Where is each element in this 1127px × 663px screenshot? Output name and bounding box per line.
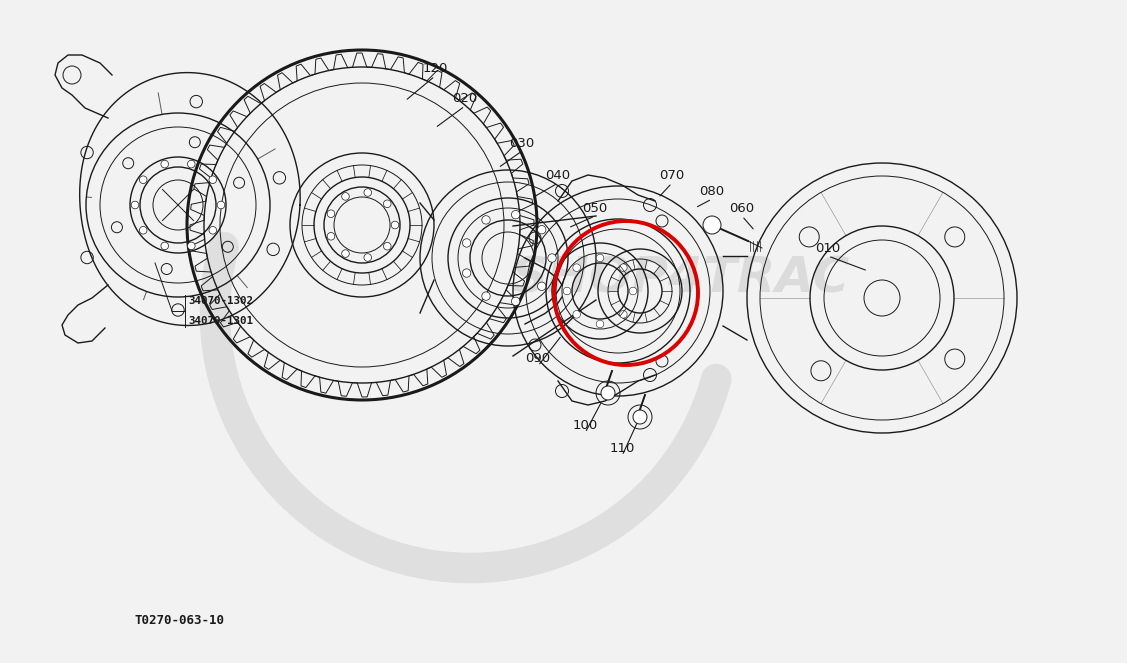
Circle shape [187,242,195,250]
Circle shape [703,216,721,234]
Text: 010: 010 [815,241,841,255]
Text: 080: 080 [700,184,725,198]
Circle shape [131,201,139,209]
Circle shape [187,160,195,168]
Circle shape [573,264,580,271]
Text: 110: 110 [610,442,635,455]
Circle shape [620,264,627,271]
Circle shape [601,386,615,400]
Circle shape [341,193,349,200]
Circle shape [548,254,557,262]
Text: 040: 040 [545,168,570,182]
Circle shape [327,233,335,240]
Circle shape [564,287,570,295]
Circle shape [140,227,147,234]
Circle shape [538,282,545,290]
Circle shape [391,221,399,229]
Circle shape [538,225,545,234]
Text: 030: 030 [509,137,534,149]
Text: 070: 070 [659,168,684,182]
Circle shape [512,210,520,219]
Text: 060: 060 [729,202,755,215]
Circle shape [512,297,520,306]
Text: SHOP4TRAC: SHOP4TRAC [511,254,849,302]
Circle shape [364,189,372,196]
Circle shape [327,210,335,217]
Circle shape [462,239,471,247]
Circle shape [482,292,490,300]
Text: 050: 050 [583,202,607,215]
Circle shape [633,410,647,424]
Text: 34070-1302: 34070-1302 [188,296,252,306]
Text: 100: 100 [573,418,597,432]
Circle shape [482,215,490,224]
Text: 090: 090 [525,351,551,365]
Circle shape [208,176,216,184]
Circle shape [161,242,169,250]
Circle shape [341,250,349,257]
Circle shape [620,310,627,318]
Circle shape [140,176,147,184]
Circle shape [383,200,391,208]
Text: 120: 120 [423,62,447,74]
Text: T0270-063-10: T0270-063-10 [135,615,225,627]
Text: 34070-1301: 34070-1301 [188,316,252,326]
Circle shape [462,269,471,277]
Circle shape [364,254,372,261]
Circle shape [596,320,604,328]
Circle shape [218,201,224,209]
Circle shape [573,310,580,318]
Circle shape [161,160,169,168]
Circle shape [596,254,604,262]
Circle shape [383,243,391,250]
Circle shape [629,287,637,295]
Circle shape [208,227,216,234]
Text: 020: 020 [452,91,478,105]
